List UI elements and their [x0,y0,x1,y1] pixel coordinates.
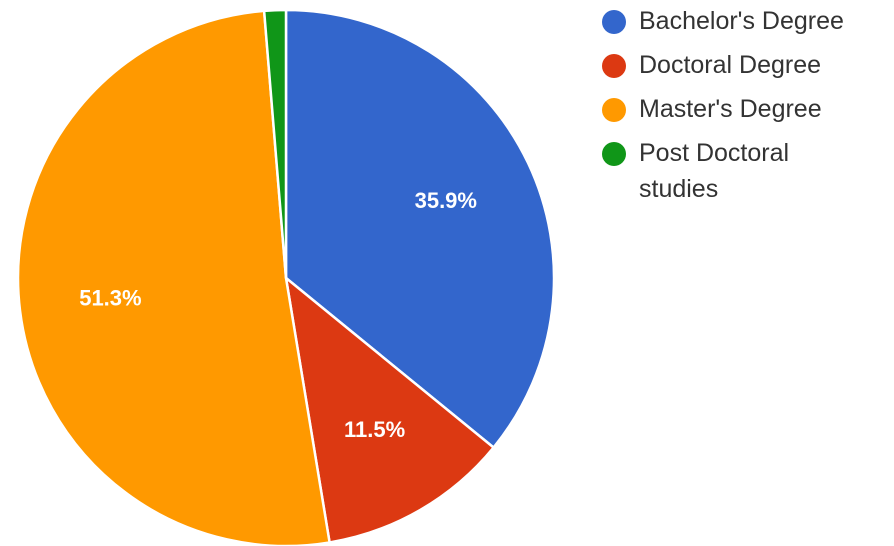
legend-label-master-s-degree: Master's Degree [639,95,822,123]
legend-swatch-bachelor-s-degree [602,10,626,34]
data-label-doctoral-degree: 11.5% [344,417,405,442]
legend-item-doctoral-degree: Doctoral Degree [602,51,821,79]
data-label-bachelor-s-degree: 35.9% [415,188,477,213]
legend-label-doctoral-degree: Doctoral Degree [639,51,821,79]
pie-slices [16,8,556,546]
legend-swatch-post-doctoral-studies [602,142,626,166]
pie-labels: 35.9% 11.5% 51.3% [79,188,477,442]
legend-item-post-doctoral-studies: Post Doctoral studies [602,139,789,203]
legend-swatch-doctoral-degree [602,54,626,78]
legend-label-post-doctoral-studies: Post Doctoral studies [639,139,789,203]
pie-slice-post-doctoral-studies [262,8,288,280]
pie-slice-doctoral-degree [284,276,495,544]
legend-item-bachelor-s-degree: Bachelor's Degree [602,7,844,35]
pie-slice-bachelor-s-degree [284,8,556,449]
legend-item-master-s-degree: Master's Degree [602,95,822,123]
legend-label-bachelor-s-degree: Bachelor's Degree [639,7,844,35]
pie-slice-master-s-degree [16,9,331,546]
legend: Bachelor's Degree Doctoral Degree Master's… [602,7,844,203]
data-label-master-s-degree: 51.3% [79,285,141,310]
legend-swatch-master-s-degree [602,98,626,122]
